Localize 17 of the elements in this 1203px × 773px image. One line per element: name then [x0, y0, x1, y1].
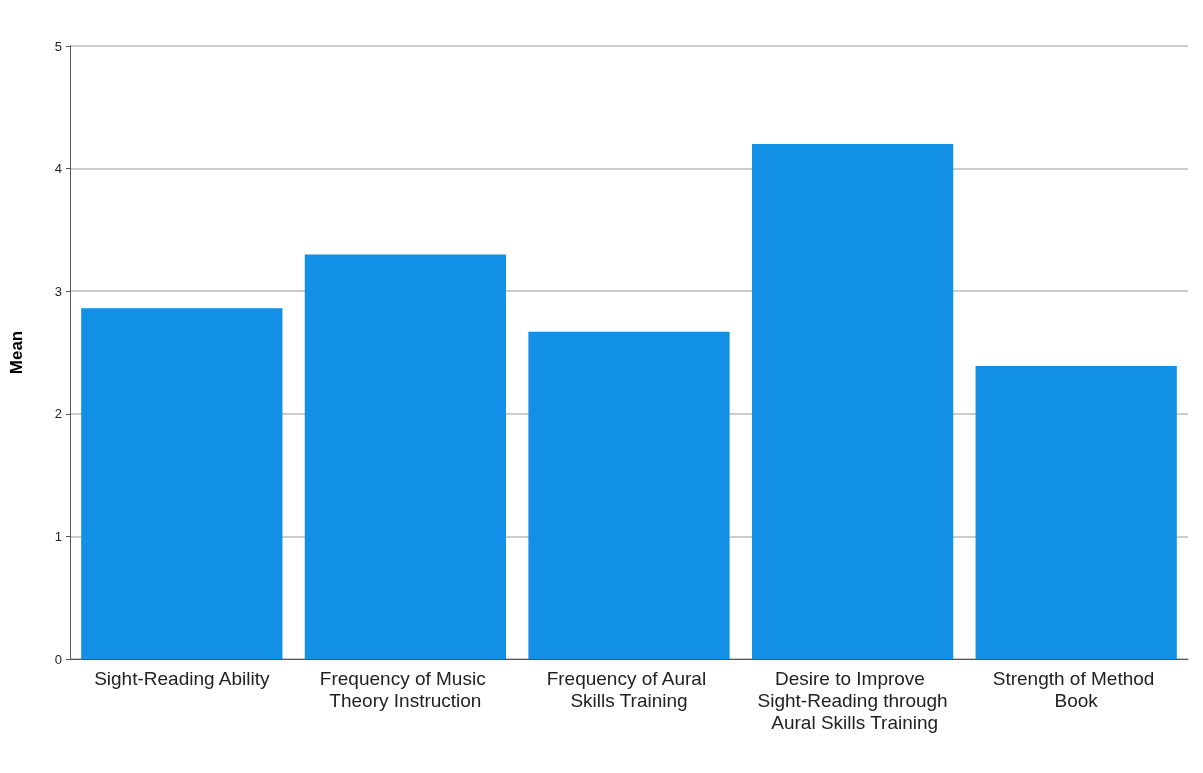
y-axis-title: Mean: [7, 330, 26, 375]
y-tick-label: 5: [54, 38, 62, 54]
x-tick-label: Frequency of Music Theory Instruction: [319, 667, 491, 711]
bar: [751, 144, 954, 659]
x-tick-label: Desire to Improve Sight-Reading through Aural Skills Training: [757, 667, 948, 733]
bar: [304, 254, 507, 659]
y-tick-label: 1: [54, 528, 62, 544]
x-tick-label: Sight-Reading Ability: [94, 667, 270, 689]
y-tick-label: 2: [54, 406, 62, 422]
x-tick-label: Frequency of Aural Skills Training: [546, 667, 712, 711]
bar: [81, 308, 283, 659]
y-tick-label: 4: [54, 161, 62, 177]
x-tick-label: Strength of Method Book: [992, 667, 1160, 711]
bar: [975, 365, 1177, 659]
y-tick-label: 0: [54, 651, 62, 667]
y-tick-label: 3: [54, 283, 62, 299]
bar: [528, 331, 730, 659]
